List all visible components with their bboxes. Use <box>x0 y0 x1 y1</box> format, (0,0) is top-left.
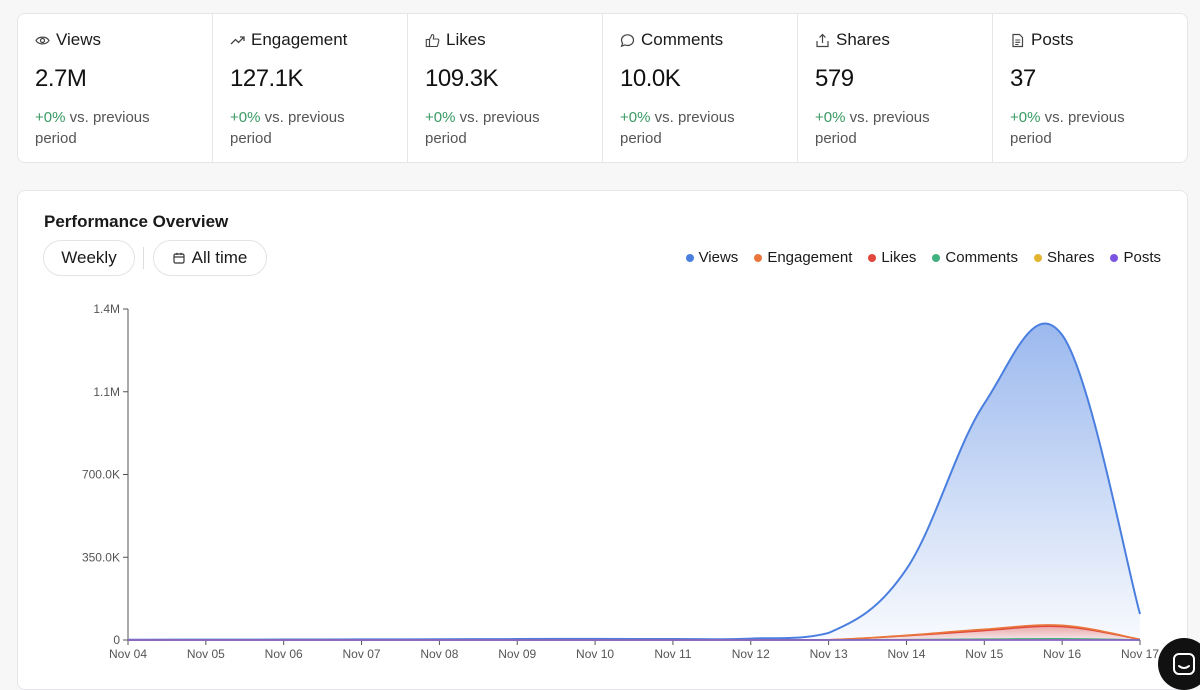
x-tick-label: Nov 08 <box>420 647 458 661</box>
x-tick-label: Nov 09 <box>498 647 536 661</box>
y-tick-label: 0 <box>113 633 120 647</box>
x-tick-label: Nov 14 <box>887 647 925 661</box>
y-tick-label: 1.4M <box>93 302 120 316</box>
y-tick-label: 1.1M <box>93 385 120 399</box>
x-tick-label: Nov 04 <box>109 647 147 661</box>
x-tick-label: Nov 12 <box>732 647 770 661</box>
x-tick-label: Nov 06 <box>265 647 303 661</box>
x-tick-label: Nov 07 <box>343 647 381 661</box>
y-tick-label: 350.0K <box>82 550 120 564</box>
x-tick-label: Nov 13 <box>810 647 848 661</box>
chat-icon <box>1171 651 1197 677</box>
series-area-views <box>128 324 1140 640</box>
x-tick-label: Nov 17 <box>1121 647 1159 661</box>
y-tick-label: 700.0K <box>82 468 120 482</box>
x-tick-label: Nov 10 <box>576 647 614 661</box>
x-tick-label: Nov 11 <box>654 647 691 661</box>
x-tick-label: Nov 05 <box>187 647 225 661</box>
performance-chart: 0 350.0K 700.0K 1.1M 1.4M Nov 04 Nov 05 Nov 06 N… <box>0 0 1200 675</box>
x-tick-label: Nov 15 <box>965 647 1003 661</box>
x-tick-label: Nov 16 <box>1043 647 1081 661</box>
